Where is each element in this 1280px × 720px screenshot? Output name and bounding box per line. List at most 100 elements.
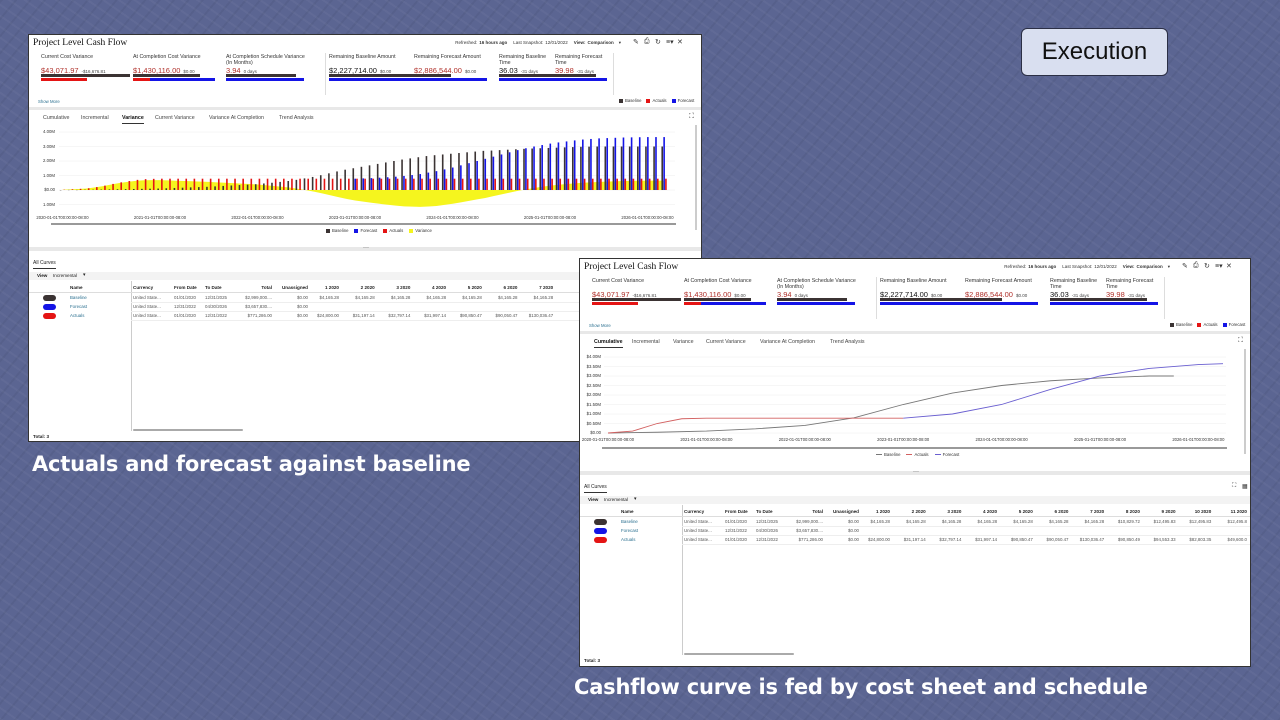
table-toolbar	[580, 496, 1250, 504]
column-header[interactable]: Total	[812, 509, 823, 514]
column-header[interactable]: Name	[621, 509, 634, 514]
pencil-icon[interactable]: ✎	[633, 39, 639, 46]
actuals-bar	[502, 178, 505, 190]
kpi-value-row: $1,430,116.00 $0.00	[133, 66, 195, 75]
menu-icon[interactable]: ≡▾	[666, 39, 674, 46]
column-header[interactable]: 1 2020	[875, 509, 890, 514]
column-header[interactable]: 8 2020	[1125, 509, 1140, 514]
view-select[interactable]: Comparison	[1136, 264, 1163, 269]
column-header[interactable]: From Date	[725, 509, 748, 514]
cell-unassigned: $0.00	[848, 537, 859, 543]
column-header[interactable]: 10 2020	[1194, 509, 1212, 514]
close-icon[interactable]: ✕	[1226, 263, 1232, 270]
tab-incremental[interactable]: Incremental	[81, 115, 109, 121]
panel-scrollbar[interactable]	[1244, 349, 1246, 454]
refresh-icon[interactable]: ↻	[655, 39, 661, 46]
column-header[interactable]: Name	[70, 285, 83, 290]
chevron-down-icon[interactable]: ▾	[618, 40, 621, 45]
all-curves-tab[interactable]: All Curves	[33, 260, 56, 269]
column-header[interactable]: 9 2020	[1161, 509, 1176, 514]
column-header[interactable]: 5 2020	[1018, 509, 1033, 514]
baseline-bar	[246, 184, 249, 190]
actuals-bar	[624, 178, 627, 190]
splitter-handle[interactable]	[580, 471, 1250, 475]
splitter-handle[interactable]	[29, 247, 701, 251]
column-header[interactable]: Unassigned	[832, 509, 859, 514]
column-header[interactable]: 6 2020	[503, 285, 518, 290]
view-select[interactable]: Comparison	[587, 40, 614, 45]
column-header[interactable]: 11 2020	[1230, 509, 1247, 514]
baseline-bar	[523, 148, 525, 190]
column-header[interactable]: To Date	[205, 285, 222, 290]
column-header[interactable]: 3 2020	[396, 285, 411, 290]
cell-to: 04/30/2026	[756, 528, 778, 534]
column-header[interactable]: 2 2020	[360, 285, 375, 290]
drag-handle-icon[interactable]: ···	[913, 469, 919, 475]
panel-scrollbar[interactable]	[695, 125, 697, 230]
column-header[interactable]: 3 2020	[947, 509, 962, 514]
tab-trend-analysis[interactable]: Trend Analysis	[279, 115, 314, 121]
column-header[interactable]: To Date	[756, 509, 773, 514]
tab-variance[interactable]: Variance	[673, 339, 694, 345]
tab-cumulative[interactable]: Cumulative	[43, 115, 70, 121]
cell-month: $90,850.49	[1117, 537, 1140, 543]
tab-current-variance[interactable]: Current Variance	[155, 115, 195, 121]
column-header[interactable]: 7 2020	[1090, 509, 1105, 514]
column-header[interactable]: Currency	[684, 509, 705, 514]
column-header[interactable]: 5 2020	[467, 285, 482, 290]
column-header[interactable]: 4 2020	[983, 509, 998, 514]
tab-incremental[interactable]: Incremental	[632, 339, 660, 345]
close-icon[interactable]: ✕	[677, 39, 683, 46]
kpi-divider	[1164, 277, 1165, 319]
chart-scrollbar[interactable]	[51, 223, 676, 225]
view-mode-select[interactable]: Incremental	[53, 273, 78, 278]
printer-icon[interactable]: ⎙	[1193, 262, 1199, 269]
expand-icon[interactable]: ⛶	[689, 113, 694, 120]
grid-icon[interactable]: ▦	[1242, 484, 1248, 490]
chevron-down-icon[interactable]: ▾	[634, 496, 637, 502]
curve-name-link[interactable]: Actuals	[621, 537, 636, 543]
printer-icon[interactable]: ⎙	[644, 38, 650, 45]
tab-cumulative[interactable]: Cumulative	[594, 339, 623, 348]
tab-variance[interactable]: Variance	[122, 115, 144, 124]
pencil-icon[interactable]: ✎	[1182, 263, 1188, 270]
tab-variance-at-completion[interactable]: Variance At Completion	[209, 115, 264, 121]
show-more-link[interactable]: Show More	[38, 99, 60, 104]
table-scrollbar[interactable]	[684, 653, 794, 655]
tab-variance-at-completion[interactable]: Variance At Completion	[760, 339, 815, 345]
kpi-label: Remaining Baseline Time	[499, 54, 547, 66]
table-scrollbar[interactable]	[133, 429, 243, 431]
legend-swatch	[354, 228, 359, 233]
curve-name-link[interactable]: Baseline	[621, 519, 638, 524]
column-header[interactable]: Currency	[133, 285, 154, 290]
column-header[interactable]: Unassigned	[281, 285, 308, 290]
snapshot-label: Last Snapshot:	[513, 40, 544, 45]
curve-name-link[interactable]: Baseline	[70, 295, 87, 300]
column-header[interactable]: From Date	[174, 285, 197, 290]
column-header[interactable]: 4 2020	[432, 285, 447, 290]
menu-icon[interactable]: ≡▾	[1215, 263, 1223, 270]
column-header[interactable]: 1 2020	[324, 285, 339, 290]
drag-handle-icon[interactable]: ···	[363, 245, 369, 251]
expand-icon[interactable]: ⛶	[1238, 337, 1243, 344]
expand-icon[interactable]: ⛶	[1232, 483, 1237, 489]
all-curves-tab[interactable]: All Curves	[584, 484, 607, 493]
chart-scrollbar[interactable]	[602, 447, 1227, 449]
column-header[interactable]: 6 2020	[1054, 509, 1069, 514]
column-header[interactable]: 2 2020	[911, 509, 926, 514]
tab-current-variance[interactable]: Current Variance	[706, 339, 746, 345]
refresh-icon[interactable]: ↻	[1204, 263, 1210, 270]
view-mode-select[interactable]: Incremental	[604, 497, 629, 502]
column-header[interactable]: Total	[261, 285, 272, 290]
tab-trend-analysis[interactable]: Trend Analysis	[830, 339, 865, 345]
curve-name-link[interactable]: Forecast	[621, 528, 639, 534]
chevron-down-icon[interactable]: ▾	[83, 272, 86, 278]
legend-swatch	[906, 454, 913, 455]
column-header[interactable]: 7 2020	[539, 285, 554, 290]
baseline-bar	[132, 188, 135, 190]
curve-name-link[interactable]: Actuals	[70, 313, 85, 319]
show-more-link[interactable]: Show More	[589, 323, 611, 328]
chevron-down-icon[interactable]: ▾	[1167, 264, 1170, 269]
curve-name-link[interactable]: Forecast	[70, 304, 88, 310]
cell-month: $24,800.00	[868, 537, 890, 543]
